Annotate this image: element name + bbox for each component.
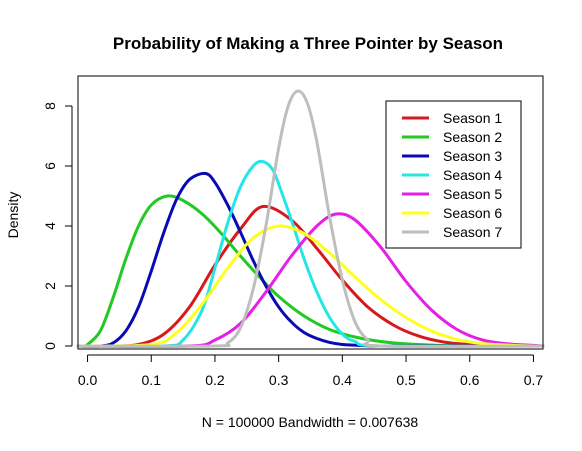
- x-tick-label: 0.4: [333, 372, 353, 388]
- legend-label-season-4: Season 4: [443, 167, 502, 183]
- x-axis: 0.0 0.1 0.2 0.3 0.4 0.5 0.6 0.7: [78, 354, 544, 388]
- series-line-season-6: [76, 224, 545, 348]
- series-curves: [76, 89, 545, 348]
- legend-label-season-2: Season 2: [443, 129, 502, 145]
- y-axis-label: Density: [5, 192, 21, 239]
- x-tick-label: 0.0: [78, 372, 98, 388]
- y-tick-label: 2: [42, 282, 58, 290]
- legend-label-season-6: Season 6: [443, 205, 502, 221]
- y-tick-label: 8: [42, 102, 58, 110]
- legend: Season 1 Season 2 Season 3 Season 4 Season 5…: [385, 100, 522, 249]
- series-line-season-7: [76, 89, 545, 348]
- x-tick-label: 0.3: [269, 372, 289, 388]
- y-axis: 0 2 4 6 8: [42, 102, 73, 350]
- series-line-season-2: [76, 194, 545, 348]
- series-line-season-3: [76, 171, 545, 348]
- y-tick-label: 4: [42, 222, 58, 230]
- x-tick-label: 0.5: [396, 372, 416, 388]
- x-tick-label: 0.7: [524, 372, 544, 388]
- plot-frame: [77, 75, 544, 350]
- x-tick-label: 0.2: [205, 372, 225, 388]
- y-tick-label: 6: [42, 162, 58, 170]
- x-axis-label: N = 100000 Bandwidth = 0.007638: [202, 414, 419, 430]
- y-tick-label: 0: [42, 342, 58, 350]
- x-tick-label: 0.6: [460, 372, 480, 388]
- series-line-season-5: [76, 212, 545, 348]
- x-tick-label: 0.1: [142, 372, 162, 388]
- legend-label-season-1: Season 1: [443, 110, 502, 126]
- legend-label-season-3: Season 3: [443, 148, 502, 164]
- series-line-season-4: [76, 159, 545, 348]
- chart-title: Probability of Making a Three Pointer by…: [113, 34, 503, 53]
- legend-label-season-7: Season 7: [443, 224, 502, 240]
- legend-label-season-5: Season 5: [443, 186, 502, 202]
